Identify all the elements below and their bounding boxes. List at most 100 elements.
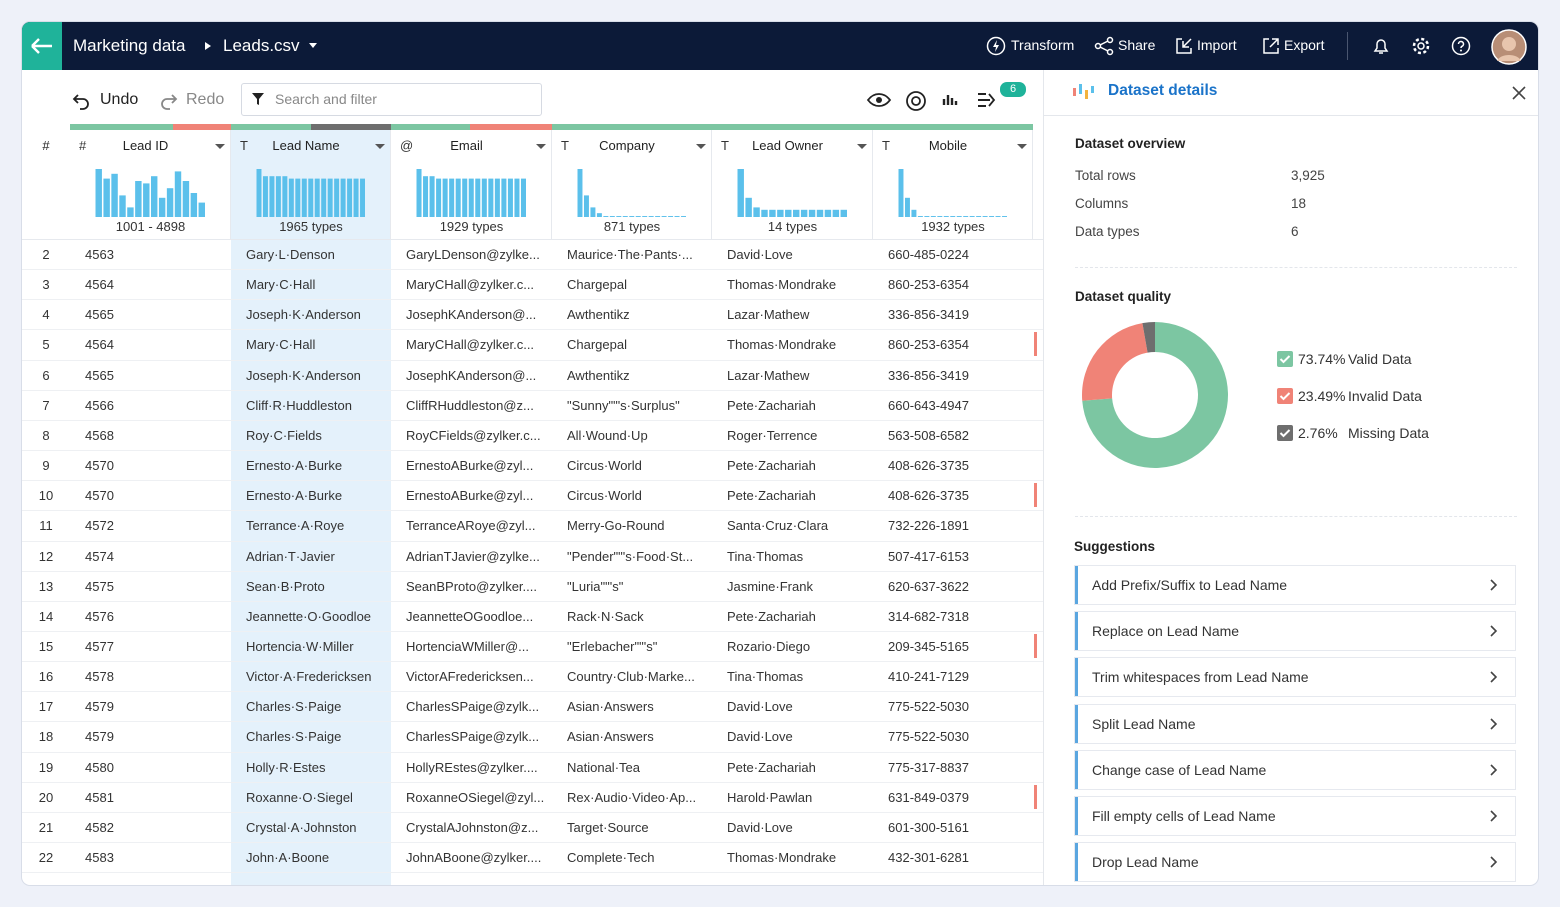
cell: Merry-Go-Round xyxy=(567,518,665,534)
cell: HortenciaWMiller@... xyxy=(406,638,529,654)
suggestion[interactable]: Split Lead Name xyxy=(1075,704,1515,743)
cell: Pete·Zachariah xyxy=(727,488,816,504)
error-flag xyxy=(1034,633,1037,658)
cell: Joseph·K·Anderson xyxy=(246,367,361,383)
histogram-bar xyxy=(449,178,455,217)
close-icon[interactable] xyxy=(1512,86,1526,100)
cell: 660-643-4947 xyxy=(888,397,969,413)
histogram-bar xyxy=(151,176,158,217)
cell: 4565 xyxy=(85,307,114,323)
cell: Roger·Terrence xyxy=(727,427,818,443)
caret xyxy=(536,144,546,149)
column-header[interactable]: Lead ID xyxy=(122,138,169,153)
column-header[interactable]: Lead Owner xyxy=(752,138,823,153)
avatar[interactable] xyxy=(1491,29,1527,65)
suggestion[interactable]: Trim whitespaces from Lead Name xyxy=(1075,658,1515,697)
column-header[interactable]: Email xyxy=(450,138,483,153)
suggestion[interactable]: Replace on Lead Name xyxy=(1075,612,1515,651)
suggestion-text: Split Lead Name xyxy=(1092,715,1196,732)
histogram-bar xyxy=(103,178,110,217)
legend-value: 73.74% xyxy=(1298,351,1346,367)
cell: Lazar·Mathew xyxy=(727,307,810,323)
breadcrumb[interactable]: Marketing data xyxy=(73,36,186,55)
row-line xyxy=(22,359,1043,361)
cell: Chargepal xyxy=(567,277,627,293)
cell: 4576 xyxy=(85,608,114,624)
histogram-bar xyxy=(950,216,956,217)
share-icon xyxy=(1094,36,1114,56)
histogram xyxy=(416,169,526,217)
suggestion[interactable]: Add Prefix/Suffix to Lead Name xyxy=(1075,566,1515,604)
column-type-icon: T xyxy=(721,138,729,153)
action-button[interactable]: Share xyxy=(1118,37,1156,53)
cell: 4580 xyxy=(85,759,114,775)
column-header[interactable]: Lead Name xyxy=(272,138,340,153)
cell: 775-317-8837 xyxy=(888,759,969,775)
column-menu[interactable] xyxy=(215,144,225,150)
back-button[interactable] xyxy=(22,22,62,70)
donut-segment xyxy=(1082,322,1228,468)
suggestion[interactable]: Fill empty cells of Lead Name xyxy=(1075,797,1515,835)
row-line xyxy=(22,269,1043,271)
quality-bar xyxy=(873,124,1033,130)
column-menu[interactable] xyxy=(696,144,706,150)
cell: 4563 xyxy=(85,247,114,262)
row-number: 18 xyxy=(38,729,54,745)
column-summary: 1965 types xyxy=(279,219,343,234)
caret xyxy=(1017,144,1027,149)
histogram-bar xyxy=(127,207,134,217)
cell: Hortencia·W·Miller xyxy=(246,638,354,654)
help-icon[interactable] xyxy=(1451,36,1471,56)
cell: 4581 xyxy=(85,789,114,805)
action-button[interactable]: Export xyxy=(1284,37,1325,53)
legend-checkbox[interactable] xyxy=(1277,351,1293,367)
row-line xyxy=(22,872,1043,874)
column-menu[interactable] xyxy=(1017,144,1027,150)
cell: 775-522-5030 xyxy=(888,729,969,745)
suggestion-text: Fill empty cells of Lead Name xyxy=(1092,808,1276,824)
action-button[interactable]: Import xyxy=(1197,37,1237,53)
bell-icon[interactable] xyxy=(1371,36,1391,56)
legend-checkbox[interactable] xyxy=(1277,388,1293,404)
cell: 408-626-3735 xyxy=(888,488,969,504)
file-name[interactable]: Leads.csv xyxy=(223,36,300,55)
row-line xyxy=(22,329,1043,331)
cell: ErnestoABurke@zyl... xyxy=(406,458,534,474)
column-menu[interactable] xyxy=(375,144,385,150)
cell: Jasmine·Frank xyxy=(727,578,813,594)
histogram-bar xyxy=(198,202,205,217)
row-line xyxy=(22,389,1043,391)
column-menu[interactable] xyxy=(857,144,867,150)
histogram-bar xyxy=(761,209,768,217)
cell: ErnestoABurke@zyl... xyxy=(406,488,534,504)
row-line xyxy=(22,781,1043,783)
undo-button[interactable]: Undo xyxy=(100,91,139,108)
divider xyxy=(1075,516,1517,517)
cell: David·Love xyxy=(727,699,793,715)
settings-icon[interactable] xyxy=(1411,36,1431,56)
cell: 410-241-7129 xyxy=(888,669,969,685)
cell: Country·Club·Marke... xyxy=(567,669,695,685)
histogram-bar xyxy=(282,176,288,217)
histogram-bar xyxy=(514,178,520,217)
histogram-bar xyxy=(596,213,602,217)
column-menu[interactable] xyxy=(536,144,546,150)
search-box[interactable]: Search and filter xyxy=(241,83,542,116)
redo-button[interactable]: Redo xyxy=(186,91,225,108)
histogram-bar xyxy=(494,178,500,217)
filter-icon xyxy=(252,93,264,105)
histogram-bar xyxy=(982,216,988,217)
app-window: Marketing data Leads.csv Transform Share… xyxy=(22,22,1538,885)
overview-value: 6 xyxy=(1291,224,1299,239)
cell: Roy·C·Fields xyxy=(246,427,322,443)
legend-checkbox[interactable] xyxy=(1277,425,1293,441)
suggestion[interactable]: Drop Lead Name xyxy=(1075,843,1515,882)
row-number: 16 xyxy=(38,669,54,685)
column-header[interactable]: Company xyxy=(599,138,655,153)
cell: Rex·Audio·Video·Ap... xyxy=(567,789,697,805)
cell: Target·Source xyxy=(567,819,649,835)
column-header[interactable]: Mobile xyxy=(928,138,968,153)
suggestion[interactable]: Change case of Lead Name xyxy=(1075,750,1515,789)
action-button[interactable]: Transform xyxy=(1011,37,1075,53)
checkbox-box xyxy=(1277,351,1293,367)
